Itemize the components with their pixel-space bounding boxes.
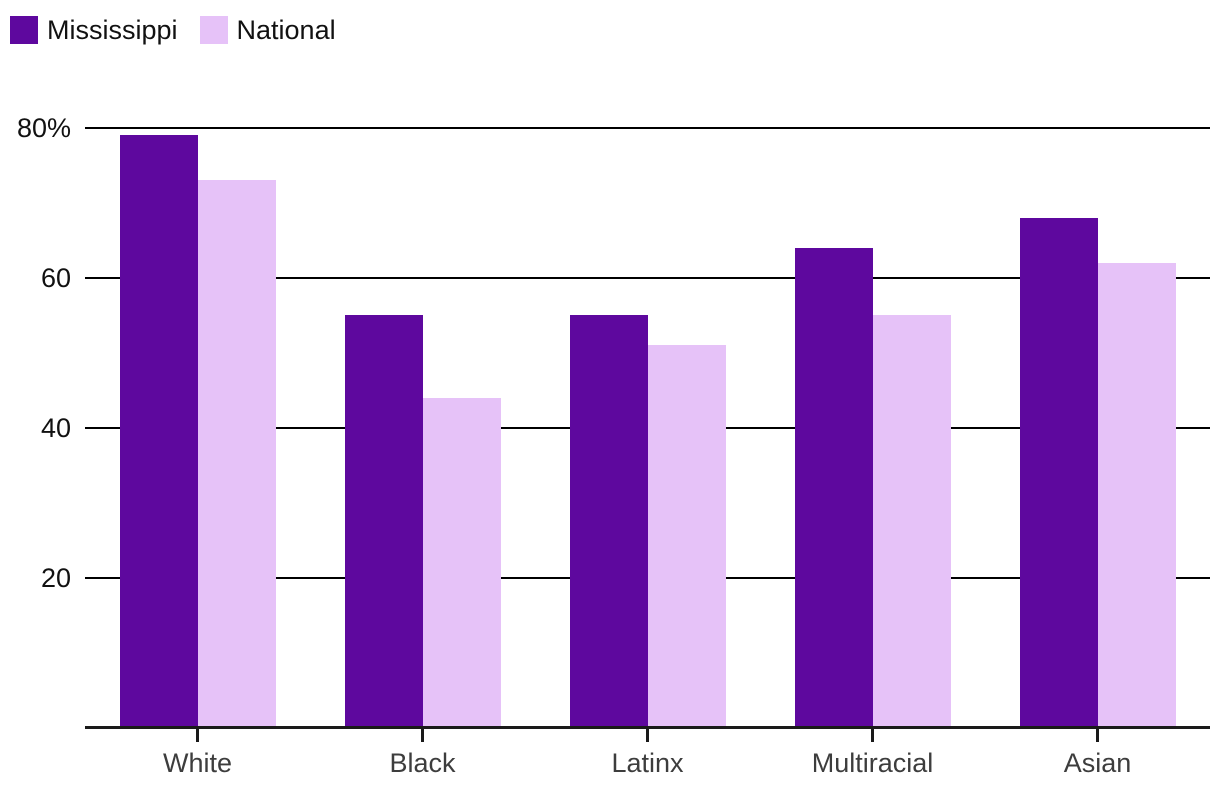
bar-mississippi-multiracial bbox=[794, 248, 873, 728]
x-axis-label-multiracial: Multiracial bbox=[811, 748, 934, 778]
legend-swatch-mississippi-icon bbox=[10, 16, 38, 44]
x-axis-tick-latinx bbox=[646, 729, 649, 742]
bar-national-asian bbox=[1097, 263, 1176, 728]
bar-mississippi-black bbox=[344, 315, 423, 728]
y-axis-label-40: 40 bbox=[40, 413, 71, 443]
x-axis-label-black: Black bbox=[389, 748, 456, 778]
x-axis-tick-multiracial bbox=[871, 729, 874, 742]
legend-item-mississippi: Mississippi bbox=[10, 16, 178, 44]
bar-national-white bbox=[197, 180, 276, 728]
legend: Mississippi National bbox=[10, 16, 336, 44]
y-axis-label-60: 60 bbox=[40, 263, 71, 293]
legend-label-national: National bbox=[236, 15, 336, 45]
legend-label-mississippi: Mississippi bbox=[47, 15, 178, 45]
x-axis-label-asian: Asian bbox=[1063, 748, 1132, 778]
bar-mississippi-latinx bbox=[569, 315, 648, 728]
x-axis-tick-white bbox=[196, 729, 199, 742]
bar-mississippi-asian bbox=[1019, 218, 1098, 728]
bar-national-latinx bbox=[647, 345, 726, 728]
x-axis-line bbox=[85, 726, 1210, 729]
bar-national-black bbox=[422, 398, 501, 728]
gridline-60 bbox=[85, 277, 1210, 279]
legend-swatch-national-icon bbox=[199, 16, 228, 44]
x-axis-label-white: White bbox=[162, 748, 233, 778]
x-axis-tick-asian bbox=[1096, 729, 1099, 742]
x-axis-tick-black bbox=[421, 729, 424, 742]
y-axis-label-80: 80% bbox=[16, 113, 71, 143]
x-axis-label-latinx: Latinx bbox=[611, 748, 684, 778]
gridline-80 bbox=[85, 127, 1210, 129]
y-axis-label-20: 20 bbox=[40, 563, 71, 593]
bar-national-multiracial bbox=[872, 315, 951, 728]
legend-item-national: National bbox=[199, 15, 336, 45]
bar-mississippi-white bbox=[119, 135, 198, 728]
